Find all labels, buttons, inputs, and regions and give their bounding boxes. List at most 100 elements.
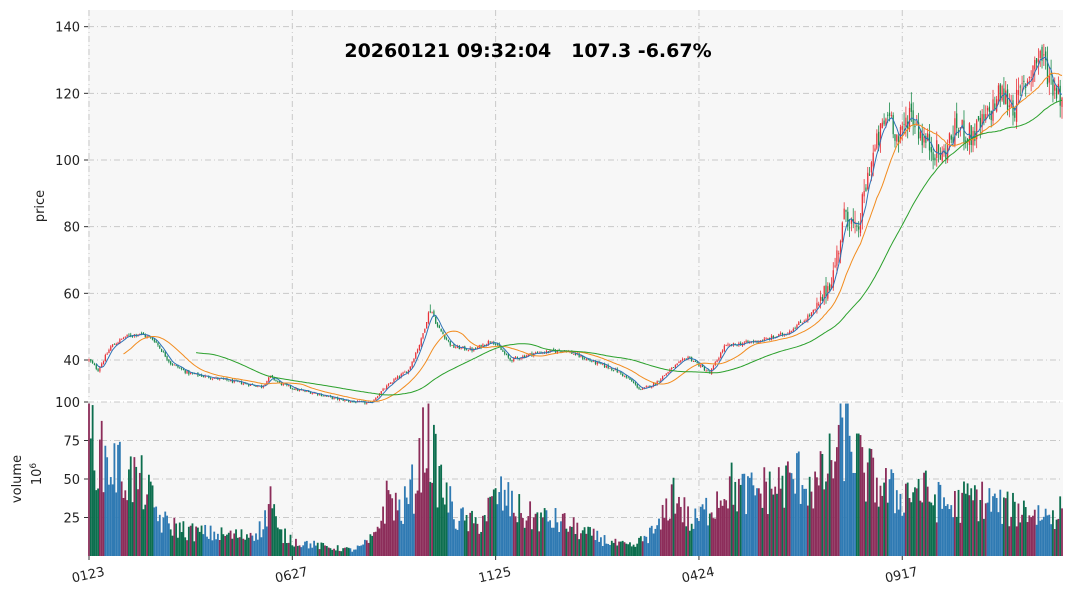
candle-body (649, 385, 651, 388)
volume-bar (108, 484, 110, 556)
candle-body (894, 134, 896, 141)
volume-bar (647, 543, 650, 556)
candle-body (413, 358, 415, 363)
volume-bar (986, 502, 989, 556)
candle-body (1055, 88, 1058, 99)
candle-body (705, 370, 707, 372)
candle-body (141, 333, 143, 335)
volume-bar (416, 490, 419, 556)
volume-bar (583, 527, 586, 556)
volume-bar (786, 461, 789, 556)
candle-body (451, 345, 453, 346)
volume-bar (1028, 515, 1031, 556)
volume-bar (837, 424, 840, 556)
volume-bar (870, 449, 873, 556)
price-tick-label: 120 (55, 87, 80, 102)
candle-body (1003, 88, 1005, 104)
volume-bar (825, 481, 827, 556)
volume-bar (752, 485, 755, 556)
candle-body (333, 397, 335, 400)
candle-body (242, 383, 244, 385)
volume-bar (569, 526, 571, 556)
candle-body (507, 354, 509, 358)
candle-body (589, 359, 591, 361)
volume-bar (619, 541, 622, 556)
volume-bar (817, 485, 820, 556)
volume-bar (532, 517, 535, 556)
volume-bar (255, 533, 257, 556)
candle-body (696, 361, 698, 364)
volume-bar (104, 445, 107, 556)
volume-bar (649, 527, 651, 556)
candle-body (264, 384, 266, 386)
volume-bar (362, 544, 365, 556)
candle-body (930, 147, 932, 153)
volume-bar (1059, 496, 1062, 556)
candle-body (1026, 80, 1029, 86)
candle-body (101, 363, 103, 368)
volume-bar (879, 485, 882, 556)
candle-body (387, 383, 390, 386)
volume-bar (1044, 508, 1047, 556)
ma-short-line (95, 56, 1063, 404)
candle-body (93, 363, 96, 366)
volume-bar (364, 539, 366, 556)
volume-bar (491, 496, 493, 556)
candle-body (910, 103, 912, 112)
volume-bar (195, 526, 198, 556)
volume-bar (678, 496, 680, 556)
candle-body (534, 352, 537, 354)
candle-body (941, 151, 943, 161)
candle-body (720, 352, 722, 358)
volume-bar (670, 484, 673, 556)
volume-bar (667, 520, 669, 556)
candle-body (226, 378, 228, 381)
volume-unit-exponent: 6 (29, 463, 39, 469)
candle-body (531, 353, 533, 356)
candle-body (447, 339, 450, 341)
candle-body (936, 140, 938, 158)
volume-bar (888, 479, 891, 556)
volume-bar (618, 541, 620, 556)
candle-body (807, 315, 809, 321)
candle-body (415, 352, 417, 359)
volume-bar (874, 502, 876, 556)
volume-bar (489, 496, 492, 556)
candle-body (199, 375, 201, 377)
volume-bar (242, 538, 245, 556)
candle-body (1039, 50, 1041, 59)
volume-bar (298, 545, 301, 556)
candle-body (1041, 46, 1043, 61)
x-tick-label: 0123 (71, 565, 106, 587)
candle-body (654, 382, 657, 385)
volume-bar (280, 529, 283, 556)
volume-bar (158, 514, 161, 556)
candle-body (431, 311, 433, 313)
candle-body (213, 378, 215, 379)
candle-body (249, 384, 252, 386)
volume-bar (394, 492, 397, 556)
volume-bar (149, 481, 152, 556)
candle-body (700, 364, 702, 367)
candle-body (511, 359, 513, 362)
volume-bar (186, 540, 188, 556)
volume-bar (342, 548, 345, 556)
svg-text:106: 106 (29, 463, 45, 486)
volume-bar (113, 443, 116, 556)
candle-body (465, 349, 468, 351)
candle-body (963, 120, 965, 143)
candle-body (131, 336, 134, 338)
volume-bar (819, 451, 822, 556)
volume-bar (997, 512, 1000, 556)
candle-body (280, 382, 283, 386)
volume-bar (133, 457, 136, 556)
volume-bar (284, 528, 286, 556)
volume-bar (968, 495, 971, 556)
candle-body (438, 325, 440, 329)
candle-body (246, 383, 248, 385)
volume-bar (324, 545, 326, 556)
candle-body (843, 208, 845, 220)
volume-bar (527, 516, 530, 556)
volume-bar (302, 545, 305, 556)
